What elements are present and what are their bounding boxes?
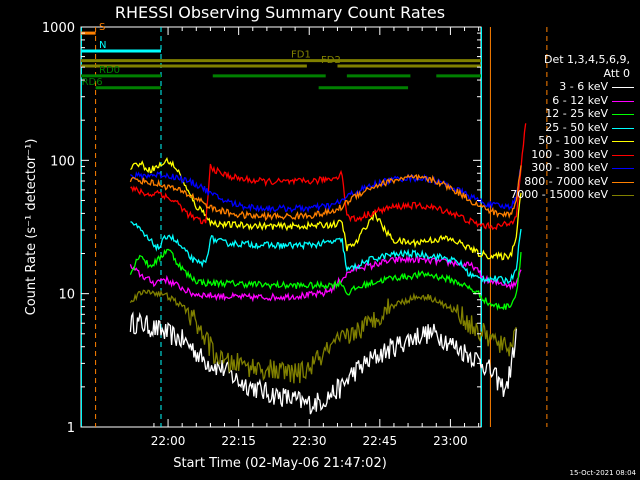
legend-entry-7: 800 - 7000 keV bbox=[484, 175, 638, 189]
legend-entry-3: 25 - 50 keV bbox=[484, 121, 638, 135]
legend-detectors: Det 1,3,4,5,6,9, bbox=[543, 53, 630, 66]
footer-timestamp: 15-Oct-2021 08:04 bbox=[569, 469, 636, 477]
legend-swatch bbox=[612, 141, 634, 142]
y-tick-label-3: 1000 bbox=[42, 21, 75, 36]
legend-entries: 3 - 6 keV 6 - 12 keV 12 - 25 keV 25 - 50 ke… bbox=[484, 80, 638, 202]
series-line-3 bbox=[130, 221, 522, 285]
legend-entry-6: 300 - 800 keV bbox=[484, 161, 638, 175]
legend-label: 100 - 300 keV bbox=[531, 147, 608, 161]
series-line-8 bbox=[129, 289, 517, 384]
legend-entry-5: 100 - 300 keV bbox=[484, 148, 638, 162]
legend-swatch bbox=[612, 154, 634, 156]
legend-swatch bbox=[612, 100, 634, 102]
series-line-4 bbox=[130, 157, 522, 261]
y-tick-label-1: 10 bbox=[58, 288, 75, 303]
series-line-7 bbox=[129, 165, 522, 222]
axis-ticks: 22:00 22:15 22:30 22:45 23:00 1 10 100 1000 bbox=[42, 21, 481, 448]
legend-swatch bbox=[612, 114, 634, 115]
legend-label: 300 - 800 keV bbox=[531, 161, 608, 174]
legend-attenuator: Att 0 bbox=[603, 66, 630, 80]
legend-label: 12 - 25 keV bbox=[545, 107, 608, 120]
series-line-1 bbox=[129, 254, 522, 303]
x-tick-label-1: 22:15 bbox=[221, 434, 256, 448]
legend-label: 50 - 100 keV bbox=[538, 134, 608, 147]
legend-label: 6 - 12 keV bbox=[552, 93, 608, 107]
legend-swatch bbox=[612, 87, 634, 88]
bar-label-N: N bbox=[99, 40, 106, 51]
legend-label: 7000 - 15000 keV bbox=[510, 188, 608, 201]
chart-title: RHESSI Observing Summary Count Rates bbox=[115, 3, 445, 22]
x-tick-label-4: 23:00 bbox=[433, 434, 468, 448]
legend-entry-2: 12 - 25 keV bbox=[484, 107, 638, 121]
y-axis-label: Count Rate (s⁻¹ detector⁻¹) bbox=[24, 139, 39, 316]
bar-label-FD1: FD1 bbox=[291, 50, 311, 61]
legend-swatch bbox=[612, 168, 634, 169]
time-markers bbox=[80, 27, 548, 427]
legend-entry-8: 7000 - 15000 keV bbox=[484, 188, 638, 202]
bar-label-RD0: RD0 bbox=[99, 65, 120, 76]
series-line-5 bbox=[130, 123, 527, 231]
legend-label: 800 - 7000 keV bbox=[524, 174, 608, 188]
y-tick-label-2: 100 bbox=[50, 154, 75, 169]
x-tick-label-0: 22:00 bbox=[151, 434, 186, 448]
legend-swatch bbox=[612, 181, 634, 183]
series-group bbox=[129, 123, 527, 415]
legend-swatch bbox=[612, 127, 634, 129]
legend-label: 3 - 6 keV bbox=[559, 80, 608, 93]
bar-label-RD6: RD6 bbox=[82, 77, 103, 88]
series-line-6 bbox=[130, 167, 522, 214]
series-line-0 bbox=[129, 311, 517, 415]
x-tick-label-2: 22:30 bbox=[292, 434, 327, 448]
y-tick-label-0: 1 bbox=[67, 421, 75, 436]
series-line-2 bbox=[129, 248, 522, 311]
legend-swatch bbox=[612, 195, 634, 196]
legend-entry-1: 6 - 12 keV bbox=[484, 94, 638, 108]
legend-entry-0: 3 - 6 keV bbox=[484, 80, 638, 94]
x-tick-label-3: 22:45 bbox=[363, 434, 398, 448]
x-axis-label: Start Time (02-May-06 21:47:02) bbox=[173, 456, 387, 471]
legend-entry-4: 50 - 100 keV bbox=[484, 134, 638, 148]
bar-label-FD2: FD2 bbox=[321, 55, 341, 66]
legend-label: 25 - 50 keV bbox=[545, 120, 608, 134]
bar-label-S: S bbox=[99, 22, 105, 33]
legend: Det 1,3,4,5,6,9, Att 0 3 - 6 keV 6 - 12 k… bbox=[484, 53, 638, 202]
